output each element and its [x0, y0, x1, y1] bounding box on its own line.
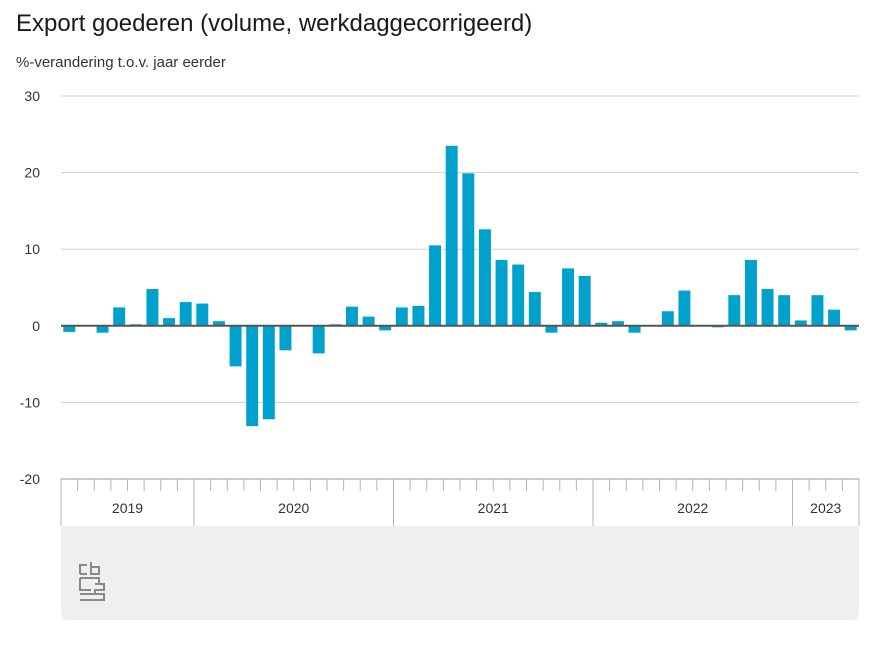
bar: [512, 264, 525, 326]
gridlines: [61, 95, 859, 403]
bar: [279, 325, 292, 351]
bar: [113, 307, 126, 326]
bar-chart: 30 20 10 0 -10 -20 2019 2020 2021 2022 2023: [20, 88, 860, 526]
bar: [229, 325, 242, 367]
bar: [96, 325, 109, 333]
x-tick-label-year: 2023: [810, 500, 841, 516]
y-axis-label: %-verandering t.o.v. jaar eerder: [16, 54, 226, 71]
x-tick-label-year: 2022: [677, 500, 708, 516]
bar: [778, 295, 791, 326]
bar: [212, 321, 225, 326]
bar: [578, 276, 591, 326]
y-tick-labels: 30 20 10 0 -10 -20: [20, 88, 40, 487]
bar: [246, 325, 259, 427]
chart-title: Export goederen (volume, werkdaggecorrig…: [16, 10, 533, 37]
y-tick-label: 20: [24, 165, 40, 181]
bar: [345, 306, 358, 326]
y-tick-label: -20: [20, 471, 40, 487]
footer-panel: [61, 526, 859, 620]
bar: [661, 311, 674, 326]
bars: [63, 145, 857, 427]
bar: [429, 245, 442, 326]
y-tick-label: 30: [24, 88, 40, 104]
bar: [179, 302, 192, 326]
bar: [495, 259, 508, 326]
bar: [562, 268, 575, 326]
y-tick-label: 10: [24, 241, 40, 257]
bar: [462, 173, 475, 326]
bar: [312, 325, 325, 354]
bar: [196, 303, 209, 326]
bar: [262, 325, 275, 420]
bar: [528, 292, 541, 326]
bar: [146, 289, 159, 326]
bar: [761, 289, 774, 326]
x-tick-label-year: 2019: [112, 500, 143, 516]
bar: [794, 320, 807, 326]
bar: [611, 321, 624, 326]
bar: [379, 325, 392, 331]
bar: [63, 325, 76, 332]
bar: [728, 295, 741, 326]
bar: [478, 229, 491, 326]
y-tick-label: -10: [20, 394, 40, 410]
bar: [445, 145, 458, 326]
cbs-logo-icon: [79, 562, 105, 601]
bar: [395, 307, 408, 326]
bar: [362, 316, 375, 326]
bar: [628, 325, 641, 333]
bar: [595, 322, 608, 326]
bar: [412, 305, 425, 326]
x-tick-label-year: 2021: [478, 500, 509, 516]
bar: [844, 325, 857, 331]
y-tick-label: 0: [32, 318, 40, 334]
bar: [744, 259, 757, 326]
bar: [163, 318, 176, 326]
x-axis: 2019 2020 2021 2022 2023: [60, 478, 860, 526]
bar: [678, 290, 691, 326]
x-tick-label-year: 2020: [278, 500, 309, 516]
bar: [545, 325, 558, 333]
bar: [828, 309, 841, 326]
bar: [811, 295, 824, 326]
